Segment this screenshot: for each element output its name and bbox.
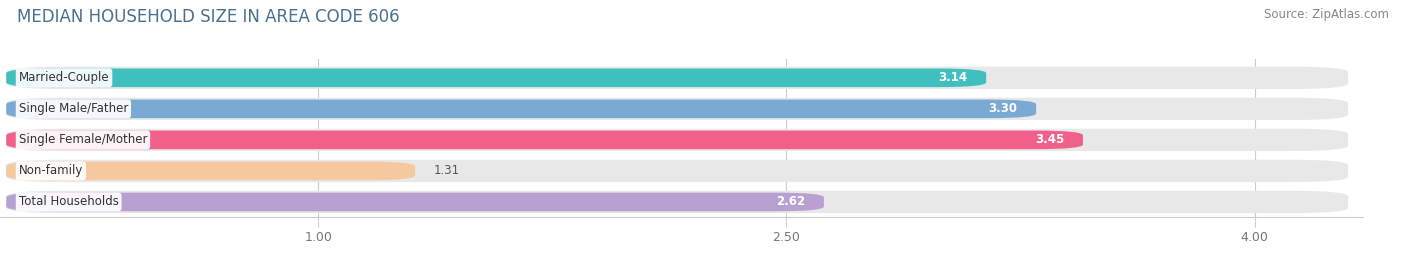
FancyBboxPatch shape xyxy=(6,100,1036,118)
Text: 1.31: 1.31 xyxy=(434,164,460,178)
FancyBboxPatch shape xyxy=(6,69,986,87)
Text: 3.14: 3.14 xyxy=(938,71,967,84)
Text: Total Households: Total Households xyxy=(18,196,118,208)
FancyBboxPatch shape xyxy=(6,162,415,180)
Text: Single Male/Father: Single Male/Father xyxy=(18,102,128,115)
Text: Source: ZipAtlas.com: Source: ZipAtlas.com xyxy=(1264,8,1389,21)
Text: Non-family: Non-family xyxy=(18,164,83,178)
Text: MEDIAN HOUSEHOLD SIZE IN AREA CODE 606: MEDIAN HOUSEHOLD SIZE IN AREA CODE 606 xyxy=(17,8,399,26)
FancyBboxPatch shape xyxy=(6,130,1083,149)
Text: 3.45: 3.45 xyxy=(1035,133,1064,146)
FancyBboxPatch shape xyxy=(6,67,1348,89)
Text: Single Female/Mother: Single Female/Mother xyxy=(18,133,148,146)
Text: 2.62: 2.62 xyxy=(776,196,806,208)
FancyBboxPatch shape xyxy=(6,160,1348,182)
FancyBboxPatch shape xyxy=(6,193,824,211)
Text: Married-Couple: Married-Couple xyxy=(18,71,110,84)
FancyBboxPatch shape xyxy=(6,191,1348,213)
Text: 3.30: 3.30 xyxy=(988,102,1018,115)
FancyBboxPatch shape xyxy=(6,129,1348,151)
FancyBboxPatch shape xyxy=(6,98,1348,120)
